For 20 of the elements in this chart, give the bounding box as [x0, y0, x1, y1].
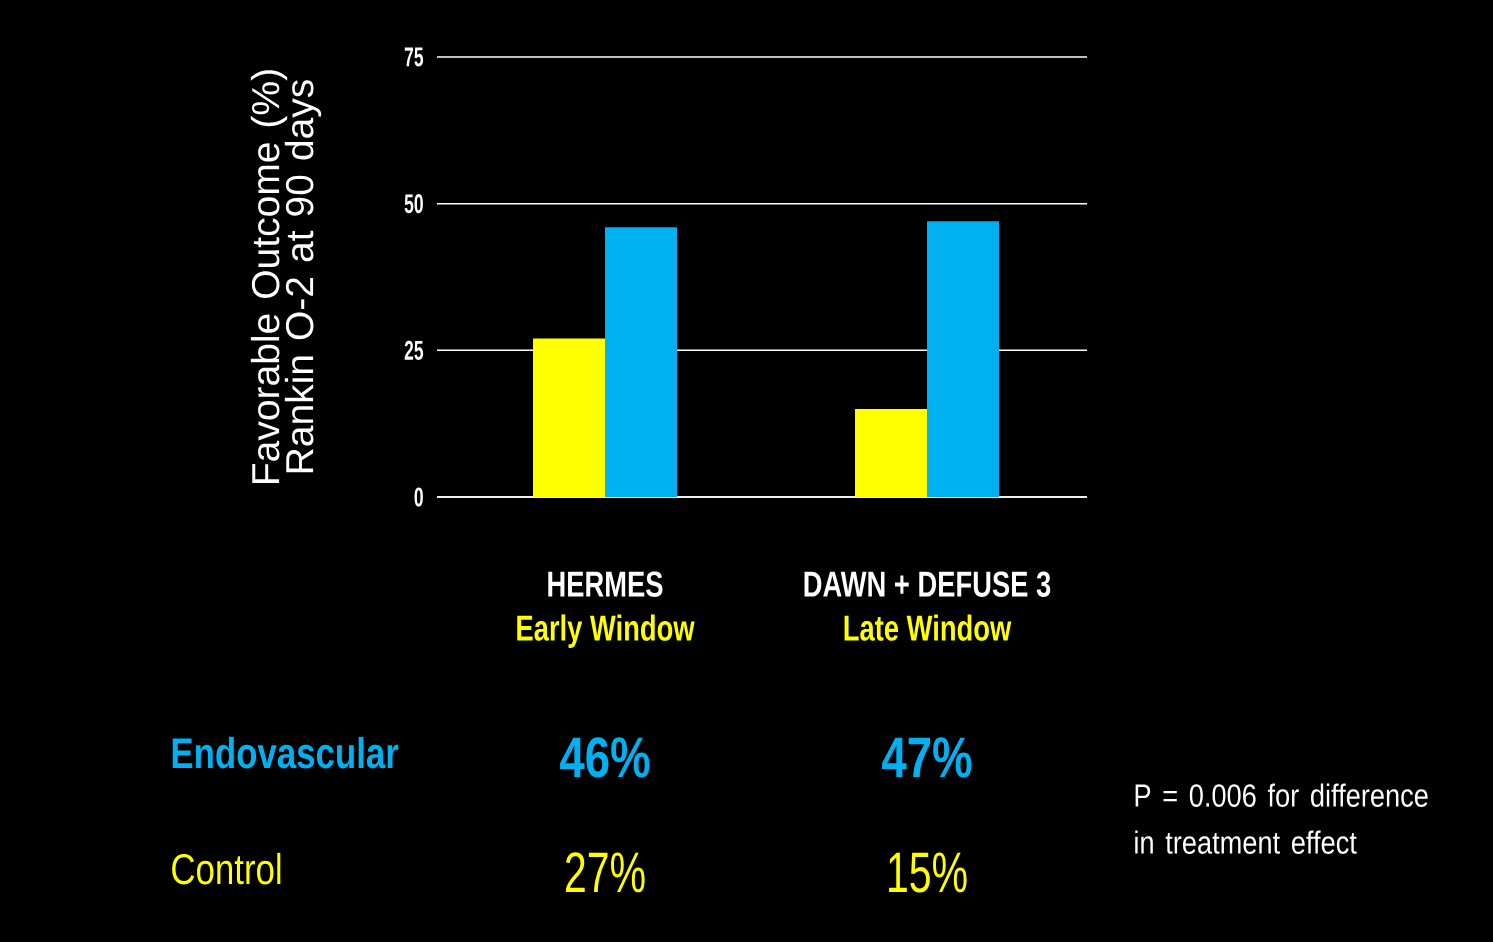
data-label: 47% — [882, 737, 972, 778]
y-tick-label: 0 — [414, 487, 423, 507]
text: Control — [172, 852, 281, 885]
text: Early Window — [517, 614, 695, 648]
y-tick-label: 75 — [404, 47, 424, 67]
bar — [533, 338, 605, 497]
bar — [605, 227, 678, 497]
data-label: 27% — [566, 852, 645, 893]
data-label: 15% — [889, 852, 967, 893]
text: Late Window — [844, 614, 1012, 641]
x-tick-label: DAWN + DEFUSE 3 — [804, 571, 1051, 597]
text: Endovascular — [172, 736, 399, 769]
y-axis-title: Favorable Outcome (%) Rankin O-2 at 90 days — [250, 70, 322, 483]
bar — [927, 221, 1000, 497]
y-tick-label: 25 — [404, 340, 424, 360]
text: P = 0.006 for difference in treatment effect — [1135, 783, 1428, 854]
bar — [855, 409, 928, 497]
x-tick-label: HERMES — [548, 571, 663, 597]
data-label: 46% — [560, 737, 650, 778]
y-tick-label: 50 — [404, 194, 423, 214]
